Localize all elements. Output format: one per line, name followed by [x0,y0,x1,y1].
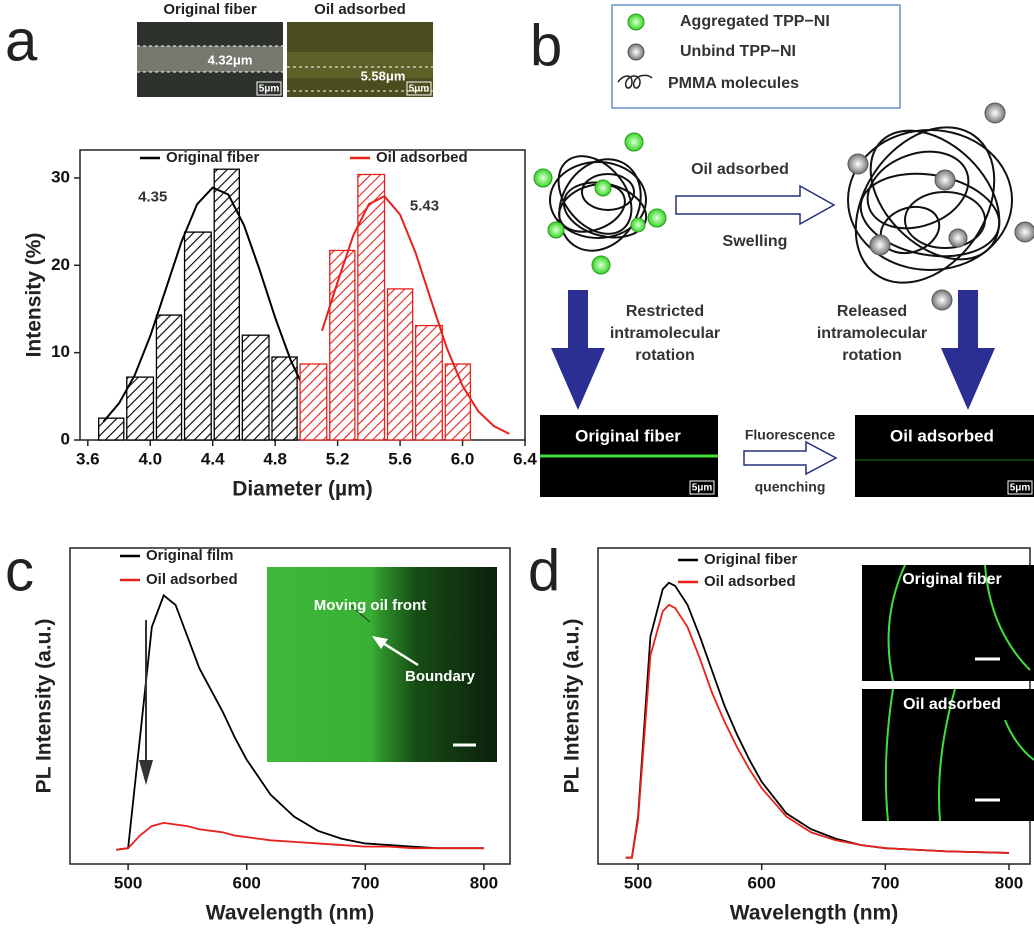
scale-bar: 5μm [259,84,280,95]
panel-label: d [528,538,560,603]
x-tick-label: 6.4 [513,449,537,468]
legend-text: Aggregated TPP−NI [680,13,830,30]
y-axis-label: Intensity (%) [23,233,46,358]
x-axis-label: Wavelength (nm) [206,902,374,925]
x-tick-label: 700 [871,873,899,892]
micrograph: Original fiber 4.32μm 5μm [137,1,283,97]
x-tick-label: 4.4 [201,449,225,468]
inset-image: Moving oil front Boundary [267,567,497,762]
x-axis-label: Wavelength (nm) [730,902,898,925]
inset-text: Original fiber [902,571,1002,588]
bar [386,288,414,441]
x-tick-label: 500 [114,873,142,892]
x-tick-label: 4.8 [263,449,287,468]
y-tick-label: 30 [51,167,70,186]
x-tick-label: 5.6 [388,449,412,468]
step-text: Released [837,303,907,320]
x-tick-label: 600 [748,873,776,892]
legend-label: Original film [146,547,234,564]
x-tick-label: 4.0 [138,449,162,468]
fit-curve [321,195,510,435]
chart: 3.6 4.0 4.4 4.8 5.2 5.6 6.0 6.4 0 10 20 30 Diameter … [23,149,538,501]
bar [98,417,125,441]
step-text: rotation [635,347,695,364]
legend-box [611,4,901,109]
bar [183,231,212,441]
bar [271,356,298,441]
x-tick-label: 600 [233,873,261,892]
peak-label: 5.43 [410,197,439,214]
image-title: Oil adsorbed [314,1,406,18]
inset-text: Moving oil front [314,597,426,614]
arrow-label: Oil adsorbed [691,161,789,178]
scale-bar: 5μm [409,84,430,95]
panel-label: b [530,13,562,78]
legend-label: Oil adsorbed [704,573,796,590]
image-title: Oil adsorbed [890,426,994,445]
bar [414,324,443,441]
x-tick-label: 500 [624,873,652,892]
y-axis-label: PL Intensity (a.u.) [561,619,584,794]
panel-label: a [5,8,38,73]
measure: 5.58μm [361,68,406,83]
y-tick-label: 10 [51,342,70,361]
x-tick-label: 3.6 [76,449,100,468]
y-tick-label: 20 [51,255,70,274]
x-tick-label: 6.0 [451,449,475,468]
peak-label: 4.35 [138,189,167,206]
micrograph: Oil adsorbed 5.58μm 5μm [287,1,433,97]
image-title: Original fiber [575,426,681,445]
legend-label: Original fiber [704,551,798,568]
bar [126,376,155,441]
inset-image: Original fiber Oil adsorbed [862,564,1034,822]
bar [299,363,328,441]
x-tick-label: 700 [351,873,379,892]
step-text: rotation [842,347,902,364]
chart: 500 600 700 800 Wavelength (nm) PL Intensity … [33,547,511,925]
arrow [139,620,153,785]
image-title: Original fiber [163,1,257,18]
panel-label: c [5,538,34,603]
scale-bar: 5μm [1010,483,1031,494]
x-tick-label: 5.2 [326,449,350,468]
diagram: Aggregated TPP−NI Unbind TPP−NI PMMA mol… [533,4,1034,497]
x-axis-label: Diameter (µm) [232,478,372,501]
plot-frame [69,547,511,865]
arrow-label: quenching [755,479,826,495]
fit-curve [102,186,308,423]
bar [357,173,386,441]
bar [155,314,183,441]
step-text: intramolecular [610,325,720,342]
bar [329,249,356,441]
line [625,603,1010,859]
bar [213,168,240,441]
line [116,593,484,851]
legend-text: Unbind TPP−NI [680,43,796,60]
chart: 500 600 700 800 Wavelength (nm) PL Intensity … [561,547,1031,925]
scale-bar: 5μm [692,483,713,494]
x-tick-label: 800 [995,873,1023,892]
legend-label: Oil adsorbed [146,571,238,588]
line [116,822,484,851]
step-text: intramolecular [817,325,927,342]
y-axis-label: PL Intensity (a.u.) [33,619,56,794]
measure: 4.32μm [208,52,253,67]
inset-text: Oil adsorbed [903,696,1001,713]
inset-text: Boundary [405,668,476,685]
step-text: Restricted [626,303,704,320]
legend-label: Original fiber [166,149,260,166]
y-tick-label: 0 [61,429,70,448]
legend-text: PMMA molecules [668,75,799,92]
bar [241,334,270,441]
x-tick-label: 800 [470,873,498,892]
legend-label: Oil adsorbed [376,149,468,166]
arrow-label: Fluorescence [745,427,835,443]
arrow-label: Swelling [723,233,788,250]
